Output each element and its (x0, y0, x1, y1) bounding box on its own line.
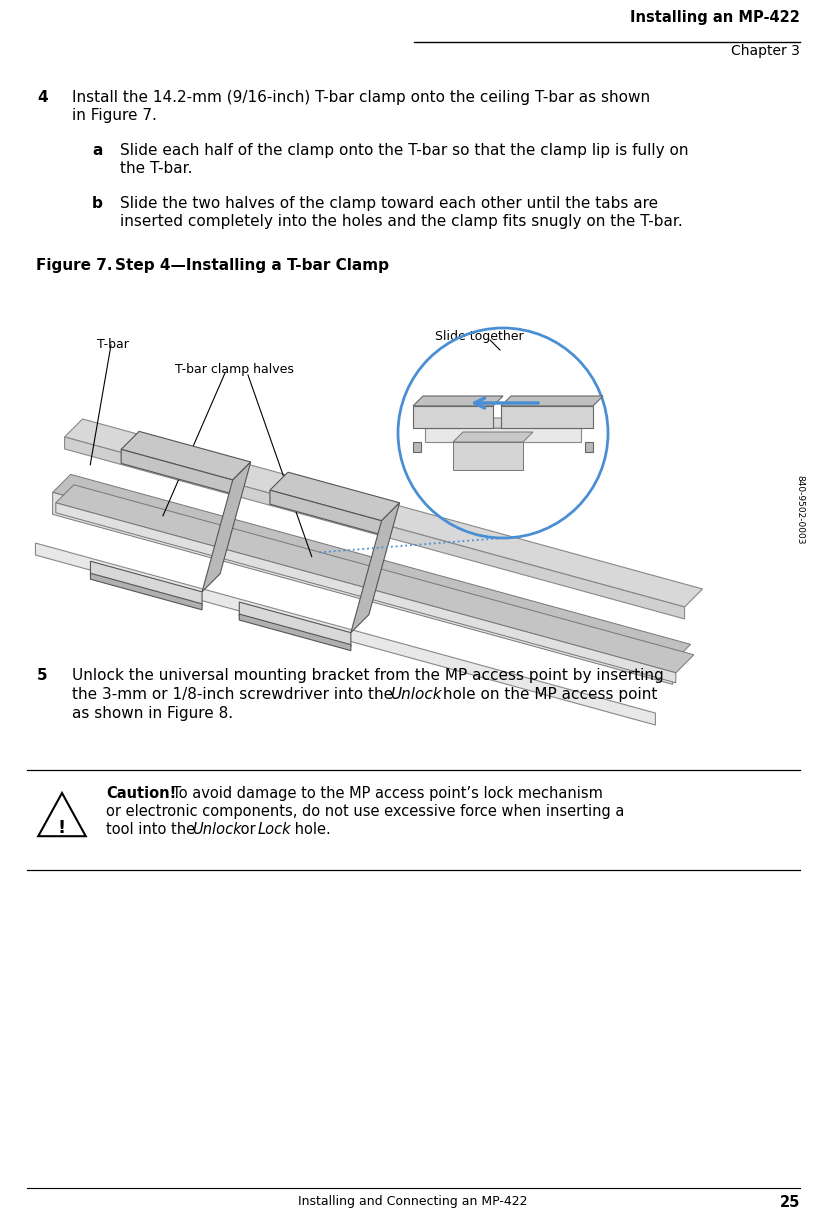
Polygon shape (239, 614, 351, 650)
Text: in Figure 7.: in Figure 7. (72, 109, 157, 123)
Polygon shape (425, 428, 581, 442)
Polygon shape (55, 503, 676, 683)
Text: Unlock: Unlock (192, 822, 241, 837)
Text: 5: 5 (37, 669, 48, 683)
Polygon shape (36, 543, 656, 725)
Text: Step 4—Installing a T-bar Clamp: Step 4—Installing a T-bar Clamp (115, 257, 389, 273)
Text: Installing an MP-422: Installing an MP-422 (630, 10, 800, 24)
Polygon shape (270, 472, 399, 521)
Polygon shape (453, 442, 523, 470)
Text: Slide together: Slide together (435, 329, 523, 343)
Text: Lock: Lock (258, 822, 292, 837)
Text: as shown in Figure 8.: as shown in Figure 8. (72, 706, 233, 721)
Text: To avoid damage to the MP access point’s lock mechanism: To avoid damage to the MP access point’s… (163, 786, 603, 802)
Text: the 3-mm or 1/8-inch screwdriver into the: the 3-mm or 1/8-inch screwdriver into th… (72, 687, 398, 701)
Text: Figure 7.: Figure 7. (36, 257, 112, 273)
Text: T-bar clamp halves: T-bar clamp halves (175, 364, 294, 376)
Text: Caution!: Caution! (106, 786, 176, 802)
Polygon shape (90, 561, 202, 606)
Polygon shape (55, 484, 694, 672)
Polygon shape (53, 493, 672, 684)
Polygon shape (501, 396, 603, 406)
Text: the T-bar.: the T-bar. (120, 161, 193, 176)
Polygon shape (413, 442, 421, 451)
Text: Install the 14.2-mm (9/16-inch) T-bar clamp onto the ceiling T-bar as shown: Install the 14.2-mm (9/16-inch) T-bar cl… (72, 90, 650, 105)
Text: or electronic components, do not use excessive force when inserting a: or electronic components, do not use exc… (106, 804, 624, 819)
Polygon shape (413, 396, 503, 406)
Text: !: ! (58, 819, 66, 837)
Polygon shape (501, 406, 593, 428)
Text: T-bar: T-bar (97, 338, 129, 351)
Text: Slide each half of the clamp onto the T-bar so that the clamp lip is fully on: Slide each half of the clamp onto the T-… (120, 143, 689, 159)
Text: Chapter 3: Chapter 3 (731, 44, 800, 59)
Text: or: or (236, 822, 261, 837)
Polygon shape (53, 475, 691, 662)
Text: Unlock: Unlock (390, 687, 442, 701)
Text: inserted completely into the holes and the clamp fits snugly on the T-bar.: inserted completely into the holes and t… (120, 214, 683, 229)
Text: Installing and Connecting an MP-422: Installing and Connecting an MP-422 (299, 1196, 528, 1208)
Text: Unlock the universal mounting bracket from the MP access point by inserting: Unlock the universal mounting bracket fr… (72, 669, 664, 683)
Text: tool into the: tool into the (106, 822, 200, 837)
Polygon shape (425, 418, 591, 428)
Polygon shape (202, 462, 251, 592)
Polygon shape (585, 442, 593, 451)
Polygon shape (453, 432, 533, 442)
Polygon shape (90, 573, 202, 610)
Polygon shape (65, 418, 703, 608)
Polygon shape (121, 449, 232, 494)
Polygon shape (351, 503, 399, 633)
Text: a: a (92, 143, 103, 159)
Polygon shape (413, 406, 493, 428)
Polygon shape (65, 437, 685, 619)
Text: 840-9502-0003: 840-9502-0003 (796, 476, 805, 545)
Text: b: b (92, 196, 103, 211)
Text: 25: 25 (780, 1196, 800, 1210)
Text: hole.: hole. (290, 822, 331, 837)
Polygon shape (270, 490, 381, 534)
Polygon shape (121, 432, 251, 479)
Text: hole on the MP access point: hole on the MP access point (438, 687, 657, 701)
Text: 4: 4 (37, 90, 48, 105)
Polygon shape (239, 601, 351, 647)
Text: Slide the two halves of the clamp toward each other until the tabs are: Slide the two halves of the clamp toward… (120, 196, 658, 211)
Polygon shape (38, 793, 86, 836)
